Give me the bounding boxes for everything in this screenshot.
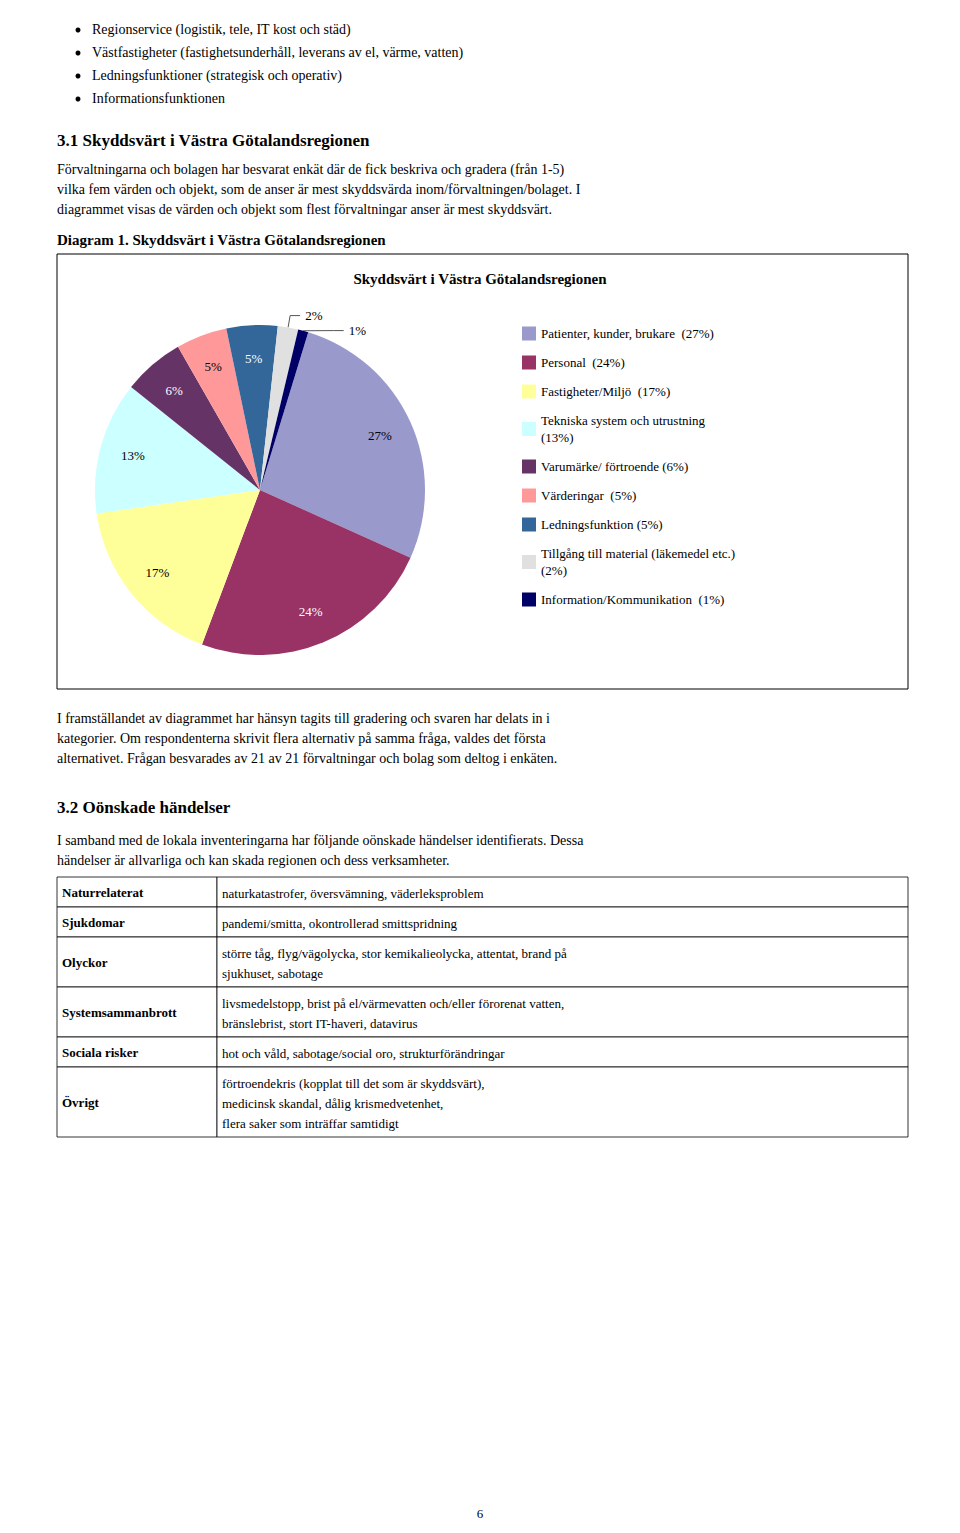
- svg-text:Personal (24%): Personal (24%): [541, 355, 625, 370]
- svg-text:6%: 6%: [166, 383, 184, 398]
- svg-text:5%: 5%: [205, 359, 223, 374]
- svg-text:Regionservice (logistik, tele,: Regionservice (logistik, tele, IT kost o…: [92, 22, 351, 38]
- svg-text:2%: 2%: [305, 308, 323, 323]
- svg-text:Systemsammanbrott: Systemsammanbrott: [62, 1005, 177, 1020]
- svg-text:27%: 27%: [368, 428, 392, 443]
- svg-text:Värderingar (5%): Värderingar (5%): [541, 488, 636, 503]
- svg-text:Fastigheter/Miljö (17%): Fastigheter/Miljö (17%): [541, 384, 670, 399]
- svg-text:hot och våld, sabotage/social: hot och våld, sabotage/social oro, struk…: [222, 1046, 505, 1061]
- svg-text:Olyckor: Olyckor: [62, 955, 108, 970]
- svg-text:större tåg, flyg/vägolycka, st: större tåg, flyg/vägolycka, stor kemikal…: [222, 946, 567, 961]
- svg-text:5%: 5%: [245, 351, 263, 366]
- svg-text:(2%): (2%): [541, 563, 567, 578]
- svg-text:17%: 17%: [145, 565, 169, 580]
- svg-text:händelser är allvarliga och ka: händelser är allvarliga och kan skada re…: [57, 853, 450, 868]
- svg-text:3.1 Skyddsvärt i Västra Götala: 3.1 Skyddsvärt i Västra Götalandsregione…: [57, 131, 370, 150]
- svg-text:1%: 1%: [349, 323, 367, 338]
- svg-text:Övrigt: Övrigt: [62, 1095, 99, 1110]
- svg-text:13%: 13%: [121, 448, 145, 463]
- svg-text:alternativet. Frågan besvarade: alternativet. Frågan besvarades av 21 av…: [57, 751, 557, 766]
- svg-text:Varumärke/ förtroende (6%): Varumärke/ förtroende (6%): [541, 459, 688, 474]
- svg-text:Sjukdomar: Sjukdomar: [62, 915, 125, 930]
- svg-text:flera saker som inträffar samt: flera saker som inträffar samtidigt: [222, 1116, 399, 1131]
- svg-text:Information/Kommunikation (1%: Information/Kommunikation (1%): [541, 592, 724, 607]
- svg-text:medicinsk skandal, dålig krism: medicinsk skandal, dålig krismedvetenhet…: [222, 1096, 443, 1111]
- svg-text:Västfastigheter (fastighetsund: Västfastigheter (fastighetsunderhåll, le…: [92, 45, 464, 61]
- svg-text:Skyddsvärt i Västra Götalandsr: Skyddsvärt i Västra Götalandsregionen: [353, 271, 607, 287]
- svg-text:Patienter, kunder, brukare (2: Patienter, kunder, brukare (27%): [541, 326, 714, 341]
- svg-text:Naturrelaterat: Naturrelaterat: [62, 885, 144, 900]
- svg-text:bränslebrist, stort IT-haveri,: bränslebrist, stort IT-haveri, datavirus: [222, 1016, 418, 1031]
- svg-text:Informationsfunktionen: Informationsfunktionen: [92, 91, 225, 106]
- svg-text:3.2 Oönskade händelser: 3.2 Oönskade händelser: [57, 798, 231, 817]
- svg-text:diagrammet visas de värden och: diagrammet visas de värden och objekt so…: [57, 202, 552, 217]
- svg-text:Tillgång till material (läkeme: Tillgång till material (läkemedel etc.): [541, 546, 735, 561]
- svg-text:6: 6: [477, 1506, 484, 1521]
- svg-text:Diagram 1. Skyddsvärt i Västra: Diagram 1. Skyddsvärt i Västra Götalands…: [57, 232, 386, 248]
- svg-text:Tekniska system och utrustning: Tekniska system och utrustning: [541, 413, 706, 428]
- svg-text:Ledningsfunktioner (strategisk: Ledningsfunktioner (strategisk och opera…: [92, 68, 342, 84]
- svg-text:vilka fem värden och objekt, s: vilka fem värden och objekt, som de anse…: [57, 182, 581, 197]
- svg-text:naturkatastrofer, översvämning: naturkatastrofer, översvämning, väderlek…: [222, 886, 484, 901]
- svg-text:I framställandet av diagrammet: I framställandet av diagrammet har hänsy…: [57, 711, 550, 726]
- svg-text:I samband med de lokala invent: I samband med de lokala inventeringarna …: [57, 833, 584, 848]
- svg-text:Förvaltningarna och bolagen ha: Förvaltningarna och bolagen har besvarat…: [57, 162, 565, 178]
- svg-text:livsmedelstopp, brist på el/vä: livsmedelstopp, brist på el/värmevatten …: [222, 996, 564, 1011]
- svg-text:förtroendekris (kopplat till d: förtroendekris (kopplat till det som är …: [222, 1076, 484, 1091]
- svg-text:kategorier. Om respondenterna: kategorier. Om respondenterna skrivit fl…: [57, 731, 546, 746]
- svg-text:Sociala risker: Sociala risker: [62, 1045, 138, 1060]
- svg-text:pandemi/smitta, okontrollerad: pandemi/smitta, okontrollerad smittsprid…: [222, 916, 458, 931]
- svg-text:Ledningsfunktion (5%): Ledningsfunktion (5%): [541, 517, 663, 532]
- svg-text:sjukhuset, sabotage: sjukhuset, sabotage: [222, 966, 323, 981]
- svg-text:(13%): (13%): [541, 430, 574, 445]
- svg-text:24%: 24%: [299, 604, 323, 619]
